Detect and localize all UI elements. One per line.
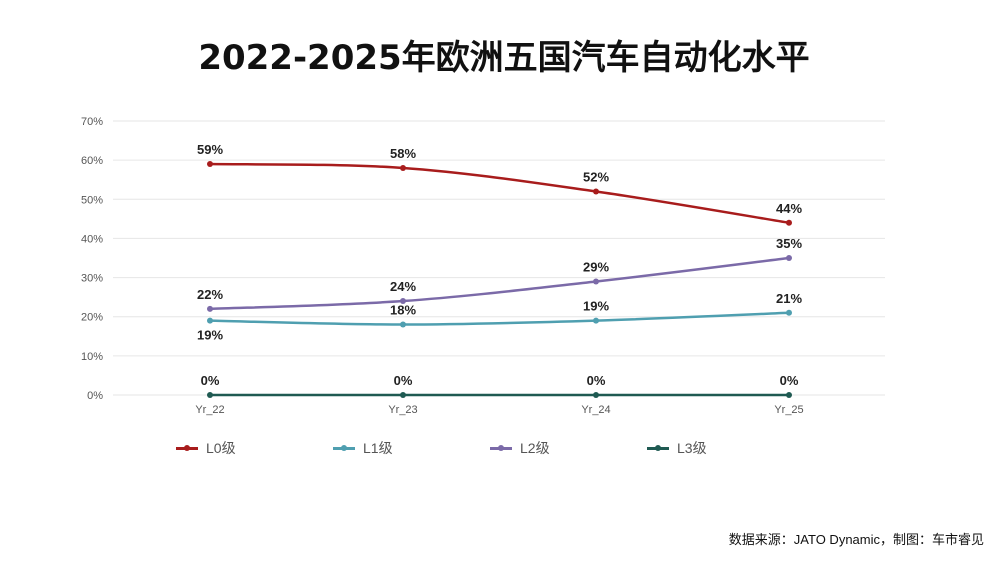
data-label: 22% bbox=[197, 287, 223, 302]
y-tick-label: 60% bbox=[81, 155, 103, 167]
y-tick-label: 0% bbox=[87, 390, 103, 402]
y-tick-label: 20% bbox=[81, 312, 103, 324]
data-label: 44% bbox=[776, 201, 802, 216]
data-label: 59% bbox=[197, 142, 223, 157]
data-point bbox=[400, 164, 406, 171]
x-tick-label: Yr_25 bbox=[774, 404, 803, 416]
data-point bbox=[786, 392, 792, 398]
x-tick-label: Yr_22 bbox=[195, 404, 224, 416]
data-point bbox=[207, 305, 213, 312]
data-point bbox=[593, 317, 599, 324]
y-tick-label: 50% bbox=[81, 194, 103, 206]
data-label: 21% bbox=[776, 291, 802, 306]
data-label: 52% bbox=[583, 169, 609, 184]
data-label: 19% bbox=[197, 328, 223, 343]
data-point bbox=[786, 309, 792, 316]
data-label: 0% bbox=[780, 373, 799, 388]
data-label: 29% bbox=[583, 259, 609, 274]
legend: L0级 L1级 L2级 L3级 bbox=[176, 438, 804, 458]
legend-swatch bbox=[176, 444, 198, 451]
data-point bbox=[400, 298, 406, 305]
x-tick-label: Yr_23 bbox=[388, 404, 417, 416]
data-label: 0% bbox=[587, 373, 606, 388]
legend-swatch bbox=[490, 444, 512, 451]
data-point bbox=[786, 255, 792, 261]
legend-label: L3级 bbox=[677, 440, 707, 456]
data-point bbox=[593, 188, 599, 195]
chart-title: 2022-2025年欧洲五国汽车自动化水平 bbox=[198, 38, 810, 78]
legend-item[interactable]: L0级 bbox=[176, 438, 333, 458]
line-chart: 0% 10% 20% 30% 40% 50% 60% 70% Yr_22 Yr_23 Yr_24 Yr… bbox=[81, 116, 885, 416]
source-note: 数据来源：JATO Dynamic，制图：车市睿见 bbox=[728, 532, 984, 547]
data-label: 18% bbox=[390, 303, 416, 318]
legend-swatch bbox=[647, 444, 669, 451]
data-point bbox=[207, 317, 213, 324]
series-line-L2级 bbox=[209, 256, 790, 311]
data-point bbox=[400, 321, 406, 328]
data-label: 0% bbox=[394, 373, 413, 388]
legend-label: L1级 bbox=[363, 440, 393, 456]
x-tick-label: Yr_24 bbox=[581, 404, 610, 416]
data-point bbox=[400, 392, 406, 398]
series-line-L1级 bbox=[209, 311, 790, 326]
data-label: 35% bbox=[776, 236, 802, 251]
y-tick-label: 40% bbox=[81, 233, 103, 245]
data-point bbox=[207, 161, 213, 168]
data-label: 19% bbox=[583, 299, 609, 314]
y-tick-label: 10% bbox=[81, 351, 103, 363]
legend-item[interactable]: L2级 bbox=[490, 438, 647, 458]
data-point bbox=[593, 278, 599, 285]
legend-label: L2级 bbox=[520, 440, 550, 456]
legend-item[interactable]: L1级 bbox=[333, 438, 490, 458]
y-tick-label: 30% bbox=[81, 273, 103, 285]
legend-item[interactable]: L3级 bbox=[647, 438, 804, 458]
data-label: 58% bbox=[390, 146, 416, 161]
legend-swatch bbox=[333, 444, 355, 451]
series-line-L0级 bbox=[209, 162, 790, 225]
data-point bbox=[207, 392, 213, 398]
legend-label: L0级 bbox=[206, 440, 236, 456]
data-label: 24% bbox=[390, 279, 416, 294]
data-point bbox=[593, 392, 599, 398]
data-label: 0% bbox=[201, 373, 220, 388]
y-tick-label: 70% bbox=[81, 116, 103, 128]
data-point bbox=[786, 219, 792, 226]
